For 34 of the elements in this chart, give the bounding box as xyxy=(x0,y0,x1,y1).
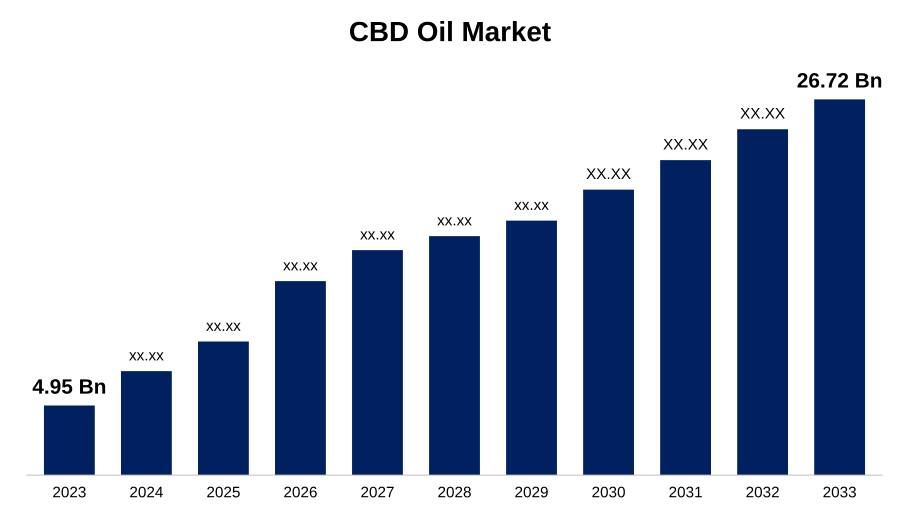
x-tick-label: 2028 xyxy=(438,486,471,498)
data-label: XX.XX xyxy=(586,168,631,179)
data-label: xx.xx xyxy=(129,352,164,360)
x-tick-label: 2025 xyxy=(207,486,240,498)
x-tick-label: 2030 xyxy=(592,486,625,498)
bar xyxy=(352,250,403,476)
data-label: xx.xx xyxy=(360,231,395,240)
data-label: XX.XX xyxy=(663,138,708,150)
data-label: XX.XX xyxy=(740,108,785,119)
data-label: xx.xx xyxy=(206,322,241,331)
bar xyxy=(506,220,557,476)
bar xyxy=(583,190,634,476)
x-tick-label: 2026 xyxy=(284,486,317,498)
x-tick-label: 2031 xyxy=(669,486,702,498)
bar xyxy=(737,129,788,476)
data-label: xx.xx xyxy=(283,262,318,270)
x-tick-label: 2024 xyxy=(130,486,163,498)
data-label: 4.95 Bn xyxy=(32,379,106,394)
bar xyxy=(275,281,326,476)
x-tick-label: 2032 xyxy=(746,486,779,498)
data-label: xx.xx xyxy=(514,202,549,210)
bar xyxy=(198,342,249,476)
x-tick-label: 2029 xyxy=(515,486,548,498)
x-tick-label: 2033 xyxy=(823,486,856,498)
bar xyxy=(660,160,711,476)
bar xyxy=(44,406,95,476)
data-label: xx.xx xyxy=(437,217,472,226)
bar xyxy=(429,236,480,476)
chart-title: CBD Oil Market xyxy=(350,21,551,42)
x-tick-label: 2027 xyxy=(361,486,394,498)
x-tick-label: 2023 xyxy=(53,486,86,498)
bar xyxy=(814,99,866,476)
bar xyxy=(120,371,172,476)
data-label: 26.72 Bn xyxy=(798,73,882,88)
